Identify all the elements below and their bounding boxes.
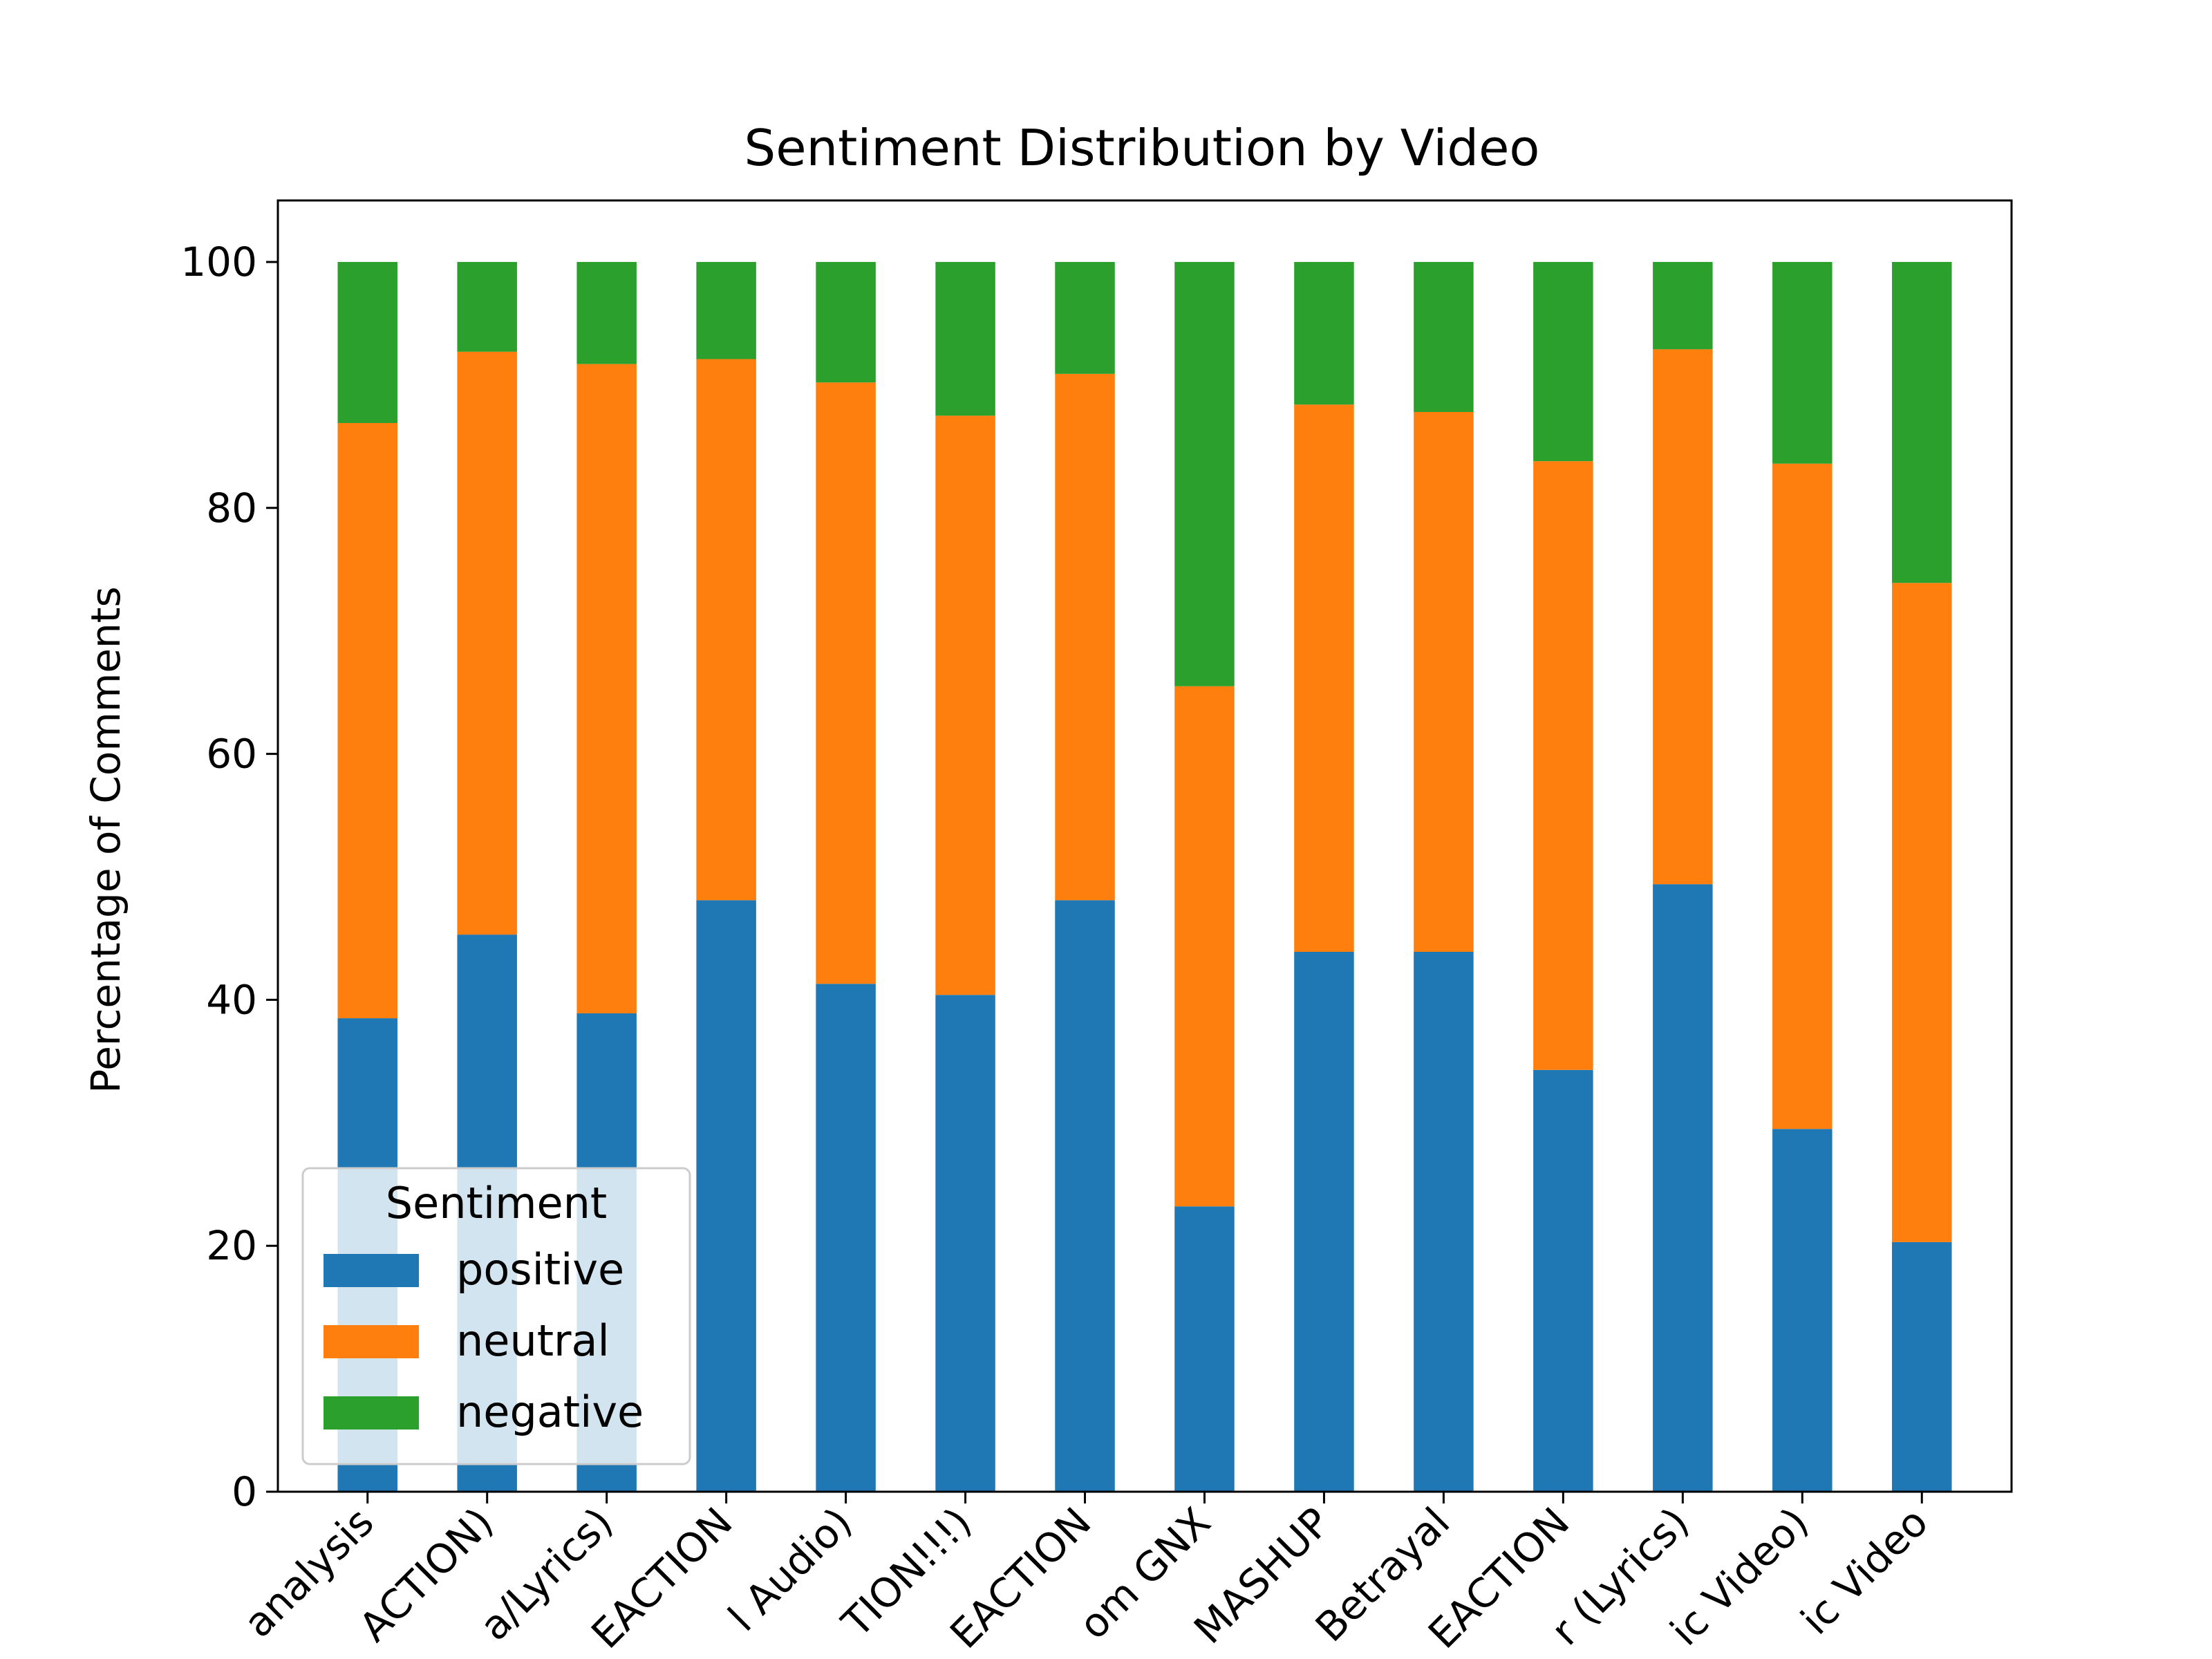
y-axis-label: Percentage of Comments: [82, 586, 129, 1093]
legend-items: positive neutral negative: [324, 1244, 644, 1437]
bar-positive-6: [935, 995, 995, 1492]
bar-negative-5: [816, 261, 876, 383]
bar-negative-14: [1892, 261, 1952, 583]
bar-positive-10: [1414, 951, 1474, 1492]
legend-swatch-neutral: [324, 1325, 419, 1358]
bar-neutral-3: [577, 364, 637, 1013]
legend-label-negative: negative: [456, 1387, 644, 1437]
bar-neutral-2: [457, 351, 517, 935]
bar-positive-14: [1892, 1241, 1952, 1492]
bar-negative-8: [1174, 261, 1235, 686]
bar-negative-11: [1533, 261, 1593, 462]
bar-positive-12: [1653, 884, 1713, 1492]
legend-swatch-negative: [324, 1396, 419, 1430]
legend: Sentiment positive neutral negative: [301, 1167, 691, 1465]
y-tick-label: 60: [206, 731, 257, 778]
bar-neutral-7: [1055, 373, 1115, 901]
bar-neutral-4: [696, 359, 756, 901]
bar-neutral-13: [1772, 463, 1833, 1130]
bar-negative-4: [696, 261, 756, 359]
bar-negative-6: [935, 261, 995, 416]
legend-label-positive: positive: [456, 1244, 624, 1295]
bar-negative-1: [337, 261, 397, 424]
bar-positive-11: [1533, 1069, 1593, 1492]
y-tick-label: 0: [232, 1468, 257, 1515]
bar-neutral-5: [816, 382, 876, 984]
bar-neutral-1: [337, 423, 397, 1019]
bar-positive-9: [1294, 951, 1354, 1492]
bar-neutral-9: [1294, 404, 1354, 952]
bar-negative-13: [1772, 261, 1833, 464]
bar-neutral-8: [1174, 686, 1235, 1207]
y-tick-label: 100: [180, 238, 257, 285]
bar-neutral-6: [935, 415, 995, 995]
bar-positive-4: [696, 900, 756, 1492]
chart-title: Sentiment Distribution by Video: [744, 119, 1540, 177]
bar-positive-5: [816, 984, 876, 1492]
bar-positive-13: [1772, 1129, 1833, 1492]
bar-neutral-11: [1533, 461, 1593, 1070]
bar-negative-10: [1414, 261, 1474, 412]
y-axis: 0 20 40 60 80 100: [180, 238, 278, 1515]
bar-neutral-10: [1414, 411, 1474, 952]
bar-negative-12: [1653, 261, 1713, 350]
bar-positive-8: [1174, 1206, 1235, 1492]
y-tick-label: 20: [206, 1222, 257, 1269]
y-tick-label: 80: [206, 485, 257, 532]
bar-neutral-14: [1892, 583, 1952, 1242]
legend-swatch-positive: [324, 1254, 419, 1287]
plot-frame: [276, 199, 2013, 1493]
legend-label-neutral: neutral: [456, 1315, 610, 1366]
bar-negative-9: [1294, 261, 1354, 405]
y-tick-label: 40: [206, 976, 257, 1023]
bar-negative-2: [457, 261, 517, 352]
legend-title: Sentiment: [386, 1178, 607, 1228]
bar-negative-7: [1055, 261, 1115, 374]
legend-box: [301, 1167, 691, 1465]
bar-negative-3: [577, 261, 637, 364]
bar-neutral-12: [1653, 349, 1713, 885]
bar-positive-7: [1055, 900, 1115, 1492]
